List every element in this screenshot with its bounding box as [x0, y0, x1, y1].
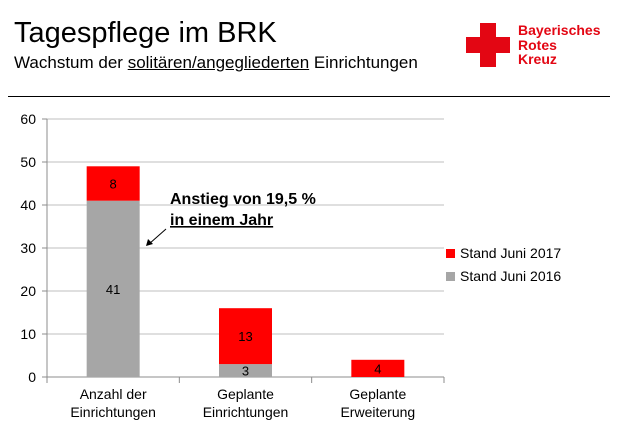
x-category-label: Geplante [217, 386, 274, 402]
legend-swatch [446, 272, 455, 281]
red-cross-icon [466, 23, 510, 67]
legend-label: Stand Juni 2016 [460, 268, 561, 284]
annotation-line-2: in einem Jahr [170, 212, 273, 229]
legend-label: Stand Juni 2017 [460, 245, 561, 261]
bar-segment [86, 166, 140, 201]
bar-segment [351, 359, 405, 377]
y-tick-label: 20 [20, 283, 36, 299]
bar-segment [219, 364, 272, 377]
bar-segment [86, 200, 140, 377]
legend-swatch [446, 249, 455, 258]
subtitle-underlined-text: solitären/angegliederten [127, 53, 310, 72]
x-category-label: Geplante [349, 386, 406, 402]
data-label: 41 [106, 282, 120, 297]
data-label: 8 [110, 177, 117, 192]
header-divider [8, 96, 610, 97]
y-tick-label: 50 [20, 154, 36, 170]
logo-line-2: Rotes [518, 36, 557, 53]
subtitle-text-before: Wachstum der [14, 53, 128, 72]
data-label: 3 [242, 364, 249, 379]
x-category-label: Erweiterung [340, 404, 415, 420]
annotation-arrow [148, 228, 167, 245]
logo-line-3: Kreuz [518, 51, 557, 67]
x-category-label: Einrichtungen [70, 404, 156, 420]
bar-segment [219, 308, 272, 365]
subtitle-text-after: Einrichtungen [309, 53, 418, 72]
logo-line-1: Bayerisches [518, 22, 601, 38]
y-tick-label: 30 [20, 240, 36, 256]
x-category-label: Anzahl der [80, 386, 147, 402]
data-label: 4 [374, 361, 381, 376]
y-tick-label: 40 [20, 197, 36, 213]
annotation-arrow-head [146, 239, 153, 246]
x-category-label: Einrichtungen [203, 404, 289, 420]
page-subtitle: Wachstum der solitären/angegliederten Ei… [14, 53, 418, 73]
y-tick-label: 10 [20, 326, 36, 342]
logo-text: Bayerisches Rotes Kreuz [518, 23, 628, 67]
page-title: Tagespflege im BRK [14, 17, 277, 49]
y-tick-label: 60 [20, 111, 36, 127]
data-label: 13 [238, 329, 252, 344]
y-tick-label: 0 [28, 369, 36, 385]
annotation-line-1: Anstieg von 19,5 % [170, 191, 316, 208]
